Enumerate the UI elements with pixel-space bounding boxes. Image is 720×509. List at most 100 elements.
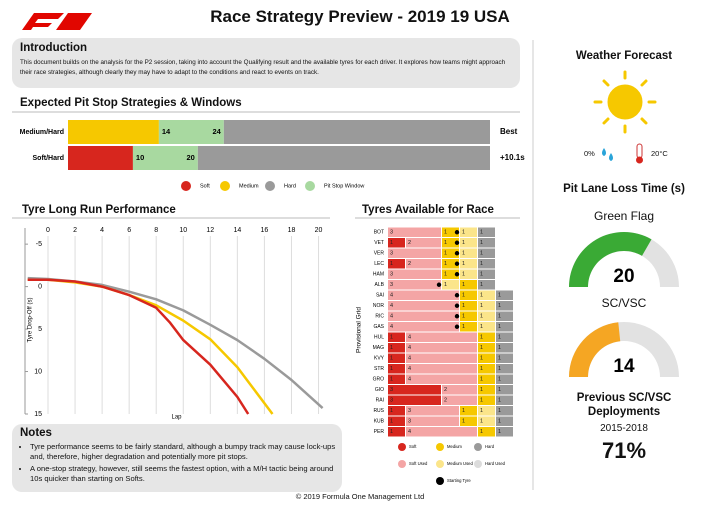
driver-label: MAG [373, 345, 385, 351]
tyre-set [388, 259, 405, 269]
tyre-count: 1 [480, 282, 483, 288]
tyre-set [496, 385, 513, 395]
tyre-count: 4 [408, 366, 411, 372]
tyre-count: 1 [480, 272, 483, 278]
tyre-count: 1 [480, 251, 483, 257]
tyre-set [388, 395, 441, 405]
tyre-count: 1 [480, 345, 483, 351]
driver-label: NOR [373, 303, 385, 309]
temperature: 20°C [651, 149, 668, 158]
tyre-count: 1 [462, 261, 465, 267]
tyre-set [460, 416, 477, 426]
tyre-count: 2 [408, 240, 411, 246]
tyre-count: 4 [390, 303, 393, 309]
tyre-count: 3 [408, 408, 411, 414]
f1-logo [22, 13, 92, 30]
tyre-set [478, 406, 495, 416]
tyre-count: 1 [498, 398, 501, 404]
legend-label: Soft [409, 444, 417, 449]
tyre-count: 1 [498, 345, 501, 351]
tyre-count: 1 [480, 230, 483, 236]
tyre-count: 1 [390, 377, 393, 383]
tyre-count: 1 [480, 324, 483, 330]
tyre-count: 1 [480, 366, 483, 372]
tyre-set [478, 416, 495, 426]
x-tick-label: 10 [179, 227, 187, 234]
starting-tyre [454, 261, 460, 266]
starting-tyre [454, 303, 460, 308]
tyre-count: 1 [480, 314, 483, 320]
weather-title: Weather Forecast [575, 50, 673, 62]
tyre-set [388, 322, 459, 332]
sun-icon [593, 70, 657, 134]
driver-label: KUB [374, 419, 385, 425]
tyre-set [496, 416, 513, 426]
legend-swatch [474, 443, 482, 451]
tyre-set [388, 332, 405, 342]
tyre-count: 1 [462, 408, 465, 414]
tyre-count: 4 [390, 314, 393, 320]
tyre-count: 1 [390, 356, 393, 362]
tyre-set [388, 353, 405, 363]
tyre-count: 4 [408, 335, 411, 341]
starting-tyre [454, 251, 460, 256]
intro-title: Introduction [20, 42, 88, 54]
tyre-set [406, 364, 477, 374]
rain-icon [602, 148, 613, 161]
tyre-count: 1 [390, 419, 393, 425]
y-tick-label: 5 [38, 326, 42, 333]
tyre-count: 1 [444, 272, 447, 278]
legend-label: Starting Tyre [447, 478, 471, 483]
tyre-set [460, 238, 477, 248]
pit-window [132, 146, 198, 170]
tyre-count: 3 [390, 230, 393, 236]
tyre-count: 1 [390, 335, 393, 341]
driver-label: RAI [376, 398, 384, 404]
tyre-count: 3 [390, 387, 393, 393]
tyre-count: 1 [480, 240, 483, 246]
legend-label: Hard Used [485, 461, 506, 466]
tyre-set [442, 227, 459, 237]
long-run-title: Tyre Long Run Performance [22, 204, 176, 216]
tyre-set [442, 238, 459, 248]
tyre-count: 1 [480, 387, 483, 393]
tyre-set [496, 343, 513, 353]
tyre-count: 3 [390, 251, 393, 257]
tyre-count: 2 [444, 387, 447, 393]
starting-tyre [454, 324, 460, 329]
tyre-count: 1 [480, 293, 483, 299]
x-tick-label: 18 [288, 227, 296, 234]
first-stint [68, 146, 133, 170]
tyre-count: 1 [462, 293, 465, 299]
x-tick-label: 8 [154, 227, 158, 234]
tyre-set [442, 259, 459, 269]
tyre-set [460, 227, 477, 237]
tyre-set [388, 374, 405, 384]
tyre-set [388, 227, 441, 237]
tyre-set [442, 248, 459, 258]
tyre-count: 1 [498, 293, 501, 299]
tyre-set [478, 227, 495, 237]
tyre-count: 1 [462, 314, 465, 320]
tyre-count: 1 [390, 240, 393, 246]
x-tick-label: 12 [206, 227, 214, 234]
tyre-set [442, 395, 477, 405]
legend-swatch [181, 181, 191, 191]
tyre-set [388, 385, 441, 395]
tyre-set [478, 238, 495, 248]
driver-label: BOT [374, 230, 384, 236]
tyre-set [496, 332, 513, 342]
x-tick-label: 16 [261, 227, 269, 234]
tyre-set [406, 238, 441, 248]
tyre-set [496, 353, 513, 363]
notes-list: Tyre performance seems to be fairly stan… [20, 442, 338, 486]
second-stint [223, 120, 491, 144]
tyre-set [388, 427, 405, 437]
tyre-count: 1 [480, 377, 483, 383]
tyre-set [406, 416, 459, 426]
tyre-set [496, 364, 513, 374]
legend-swatch [398, 460, 406, 468]
tyre-count: 1 [462, 272, 465, 278]
gauge-label: Green Flag [593, 209, 655, 223]
gauge-number: 14 [613, 356, 635, 377]
